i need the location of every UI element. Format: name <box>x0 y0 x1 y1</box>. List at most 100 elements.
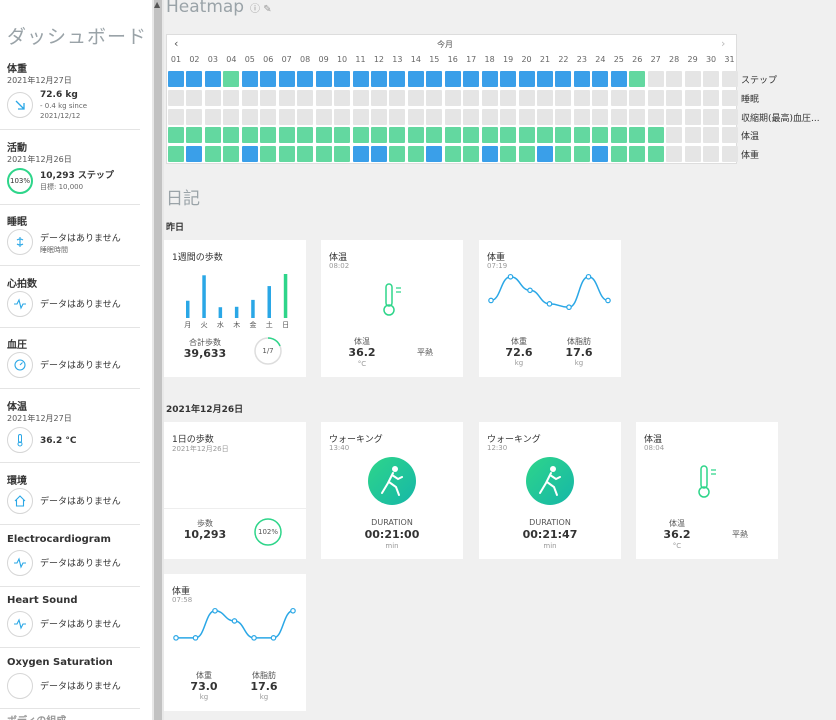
heatmap-cell[interactable] <box>703 89 720 106</box>
heatmap-cell[interactable] <box>463 108 480 125</box>
weight-card[interactable]: 体重 07:58 体重 73.0 kg 体脂肪 17.6 kg <box>164 574 306 711</box>
heatmap-cell[interactable] <box>297 127 314 144</box>
heatmap-cell[interactable] <box>389 108 406 125</box>
heatmap-cell[interactable] <box>703 146 720 163</box>
heatmap-cell[interactable] <box>370 89 387 106</box>
heatmap-cell[interactable] <box>592 127 609 144</box>
heatmap-cell[interactable] <box>721 108 738 125</box>
heatmap-cell[interactable] <box>168 127 184 144</box>
walking-card[interactable]: ウォーキング 12:30 DURATION 00:21:47 min <box>479 422 621 559</box>
heatmap-cell[interactable] <box>260 71 277 87</box>
heatmap-cell[interactable] <box>537 108 553 125</box>
heatmap-cell[interactable] <box>592 71 609 87</box>
heatmap-cell[interactable] <box>315 108 332 125</box>
heatmap-cell[interactable] <box>573 108 590 125</box>
heatmap-cell[interactable] <box>315 71 332 87</box>
heatmap-cell[interactable] <box>260 89 277 106</box>
heatmap-cell[interactable] <box>463 146 480 163</box>
heatmap-cell[interactable] <box>684 108 701 125</box>
heatmap-cell[interactable] <box>186 127 203 144</box>
heatmap-cell[interactable] <box>666 146 683 163</box>
heatmap-cell[interactable] <box>555 127 572 144</box>
heatmap-cell[interactable] <box>204 108 221 125</box>
heatmap-cell[interactable] <box>610 71 627 87</box>
heatmap-cell[interactable] <box>555 71 572 87</box>
heatmap-cell[interactable] <box>315 146 332 163</box>
heatmap-cell[interactable] <box>223 127 240 144</box>
heatmap-cell[interactable] <box>352 71 369 87</box>
chevron-right-icon[interactable]: › <box>721 37 726 50</box>
heatmap-cell[interactable] <box>370 127 387 144</box>
heatmap-cell[interactable] <box>629 89 646 106</box>
heatmap-cell[interactable] <box>481 89 498 106</box>
heatmap-cell[interactable] <box>186 89 203 106</box>
heatmap-cell[interactable] <box>721 71 738 87</box>
heatmap-cell[interactable] <box>555 108 572 125</box>
heatmap-cell[interactable] <box>481 108 498 125</box>
heatmap-cell[interactable] <box>370 108 387 125</box>
heatmap-cell[interactable] <box>573 89 590 106</box>
heatmap-cell[interactable] <box>426 71 443 87</box>
heatmap-cell[interactable] <box>518 146 535 163</box>
heatmap-cell[interactable] <box>592 146 609 163</box>
heatmap-cell[interactable] <box>629 71 646 87</box>
heatmap-cell[interactable] <box>666 127 683 144</box>
heatmap-cell[interactable] <box>426 127 443 144</box>
heatmap-cell[interactable] <box>555 89 572 106</box>
heatmap-cell[interactable] <box>297 108 314 125</box>
heatmap-cell[interactable] <box>481 71 498 87</box>
heatmap-cell[interactable] <box>204 71 221 87</box>
heatmap-cell[interactable] <box>647 108 664 125</box>
heatmap-cell[interactable] <box>537 71 553 87</box>
heatmap-cell[interactable] <box>407 146 424 163</box>
chevron-left-icon[interactable]: ‹ <box>174 37 179 50</box>
heatmap-cell[interactable] <box>500 127 517 144</box>
heatmap-cell[interactable] <box>518 127 535 144</box>
weight-card[interactable]: 体重 07:19 体重 72.6 kg 体脂肪 17.6 kg <box>479 240 621 377</box>
heatmap-cell[interactable] <box>444 89 461 106</box>
heatmap-cell[interactable] <box>703 127 720 144</box>
heatmap-cell[interactable] <box>241 127 258 144</box>
heatmap-cell[interactable] <box>407 89 424 106</box>
heatmap-cell[interactable] <box>315 89 332 106</box>
heatmap-cell[interactable] <box>389 146 406 163</box>
heatmap-cell[interactable] <box>684 146 701 163</box>
heatmap-cell[interactable] <box>463 71 480 87</box>
heatmap-cell[interactable] <box>721 146 738 163</box>
heatmap-cell[interactable] <box>334 127 351 144</box>
heatmap-cell[interactable] <box>463 89 480 106</box>
heatmap-cell[interactable] <box>610 146 627 163</box>
edit-icon[interactable]: ✎ <box>263 4 272 15</box>
heatmap-cell[interactable] <box>278 127 295 144</box>
heatmap-cell[interactable] <box>647 89 664 106</box>
heatmap-cell[interactable] <box>168 108 184 125</box>
heatmap-cell[interactable] <box>647 127 664 144</box>
heatmap-cell[interactable] <box>370 146 387 163</box>
heatmap-cell[interactable] <box>426 146 443 163</box>
heatmap-cell[interactable] <box>500 89 517 106</box>
heatmap-cell[interactable] <box>204 127 221 144</box>
heatmap-cell[interactable] <box>629 127 646 144</box>
heatmap-cell[interactable] <box>278 71 295 87</box>
heatmap-cell[interactable] <box>241 89 258 106</box>
heatmap-cell[interactable] <box>168 89 184 106</box>
heatmap-cell[interactable] <box>629 146 646 163</box>
heatmap-cell[interactable] <box>555 146 572 163</box>
help-icon[interactable]: ⓘ <box>250 4 260 15</box>
scrollbar[interactable]: ▲ <box>152 0 164 720</box>
heatmap-cell[interactable] <box>407 127 424 144</box>
heatmap-cell[interactable] <box>481 146 498 163</box>
heatmap-cell[interactable] <box>444 146 461 163</box>
heatmap-cell[interactable] <box>684 89 701 106</box>
heatmap-cell[interactable] <box>186 146 203 163</box>
heatmap-cell[interactable] <box>721 127 738 144</box>
heatmap-cell[interactable] <box>204 89 221 106</box>
heatmap-cell[interactable] <box>518 71 535 87</box>
heatmap-cell[interactable] <box>610 89 627 106</box>
heatmap-cell[interactable] <box>666 89 683 106</box>
heatmap-cell[interactable] <box>666 71 683 87</box>
heatmap-cell[interactable] <box>407 71 424 87</box>
heatmap-cell[interactable] <box>518 89 535 106</box>
heatmap-cell[interactable] <box>573 71 590 87</box>
heatmap-cell[interactable] <box>186 71 203 87</box>
